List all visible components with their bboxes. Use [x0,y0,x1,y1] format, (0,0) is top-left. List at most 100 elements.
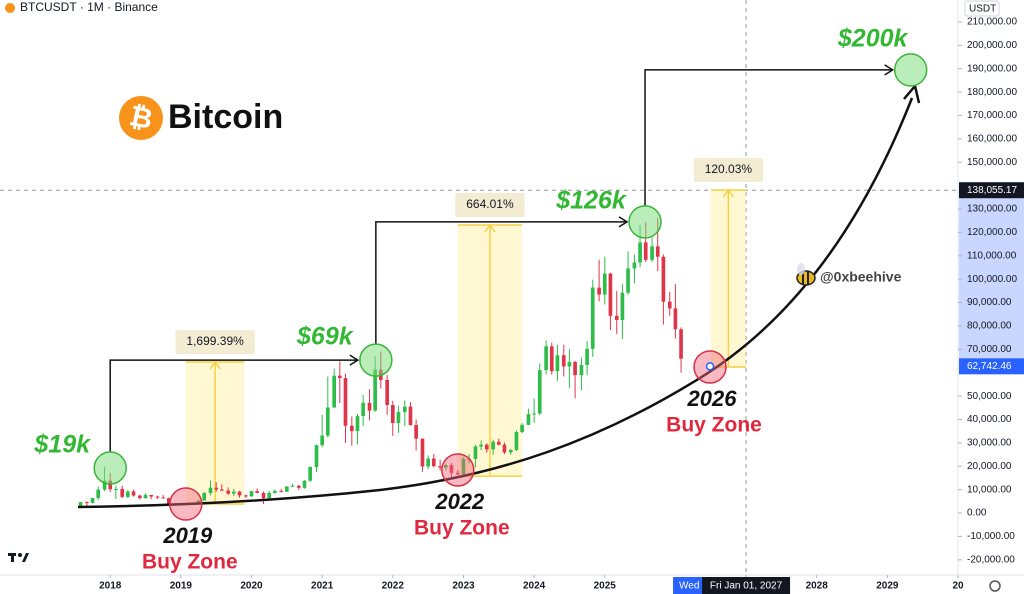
candle-body [138,495,142,499]
candle-body [314,445,319,467]
candle-body [126,491,130,497]
y-tick-label: 80,000.00 [967,321,1012,332]
peak-marker [893,53,928,87]
candle-body [484,444,489,450]
buy-zone-label: Buy Zone [142,551,238,574]
candle-body [585,348,589,365]
candle-body [302,480,307,488]
y-tick-label: 110,000.00 [967,250,1017,261]
candle-body [502,444,507,453]
y-tick-label: 90,000.00 [967,297,1012,308]
candle-body [249,491,254,497]
y-tick-label: 190,000.00 [967,63,1017,74]
candle-body [461,458,466,475]
candle-body [544,346,548,371]
candle-body [355,416,360,432]
y-tick-label: 40,000.00 [967,414,1012,425]
candle-body [520,424,524,433]
measure-label-box [693,157,764,182]
connector-arrowhead [884,64,895,76]
y-tick-label: 210,000.00 [967,17,1017,28]
candle-body [597,287,601,295]
x-tick-label: 2019 [170,581,193,592]
candle-body [626,268,630,293]
settings-icon[interactable] [989,580,1001,592]
trend-curve [77,97,914,509]
candle-body [402,406,407,413]
candle-body [579,364,584,376]
y-tick-label: 150,000.00 [967,157,1017,168]
y-tick-label: 10,000.00 [967,484,1012,495]
measure-arrowhead [722,188,735,198]
y-tick-label: 180,000.00 [967,87,1017,98]
x-tick-label: 2024 [523,581,546,592]
candle-body [491,441,495,450]
x-tick-label: 2021 [311,581,334,592]
buy-zone-label: Buy Zone [666,414,762,437]
measure-label: 664.01% [466,197,514,211]
tv-logo [8,553,29,562]
x-tick-label: 2020 [240,581,263,592]
candle-body [537,370,542,414]
measure-layer [0,0,958,575]
candle-body [526,414,531,425]
candle-body [390,405,395,424]
currency-box [964,0,1000,17]
candle-body [167,498,171,504]
last-date-label: Wed Ju [679,581,713,592]
candle-body [673,308,678,330]
candle-body [514,432,519,450]
candle-body [120,488,125,497]
y-tick-label: 120,000.00 [967,227,1017,238]
candle-body [449,465,454,473]
peak-marker [93,451,127,485]
y-tick-label: 160,000.00 [967,134,1017,145]
candle-body [420,438,425,467]
watermark: @0xbeehive [820,269,902,285]
candle-body [149,494,154,497]
candle-body [361,402,365,417]
candle-body [232,491,236,494]
candle-body [590,287,595,349]
candle-body [337,375,342,379]
candle-body [143,494,148,499]
candle-body [473,446,478,459]
y-tick-label: 200,000.00 [967,40,1017,51]
candle-body [220,489,224,491]
x-tick-label: 2028 [806,581,829,592]
peak-label: $126k [555,187,627,215]
last-price-label: 62,742.46 [967,361,1012,372]
peak-marker [359,343,393,377]
candle-body [96,489,101,498]
candle-body [279,490,284,492]
candle-body [643,242,648,260]
y-tick-label: -20,000.00 [967,554,1015,565]
x-tick-label: 2023 [452,581,475,592]
candle-body [655,246,660,257]
peak-connector [644,69,893,206]
candle-body [396,412,401,424]
price-range-highlight [959,190,1024,367]
x-tick-label: 2018 [99,581,122,592]
annotation-layer: 1,699.39% 664.01% 120.03% $19k $69k $126k $200… [33,25,928,574]
candle-body [343,378,348,426]
measure-label-box [175,329,255,354]
buy-zone-year: 2022 [434,489,485,514]
candle-body [320,435,324,446]
candle-body [632,262,637,269]
candle-body [431,458,436,467]
bitcoin-text: Bitcoin [168,98,283,136]
symbol-icon [5,3,15,13]
candle-body [661,256,666,302]
connector-arrowhead [349,354,360,366]
candle-body [567,361,572,367]
candle-body [255,491,259,493]
candle-body [561,355,566,367]
candle-body [614,315,619,321]
peak-label: $19k [33,431,91,459]
buy-zone-label: Buy Zone [414,517,510,540]
crosshair-date-label: Fri Jan 01, 2027 [710,581,783,592]
y-tick-label: 130,000.00 [967,204,1017,215]
